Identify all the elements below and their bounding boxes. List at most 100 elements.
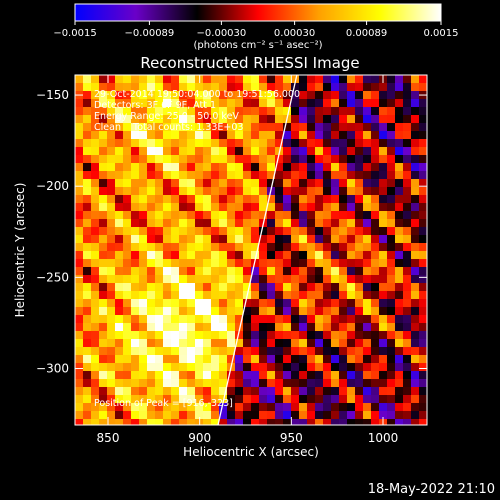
heatmap-cell [395, 275, 403, 283]
heatmap-cell [275, 387, 283, 395]
heatmap-cell [155, 243, 163, 251]
heatmap-cell [411, 395, 419, 403]
heatmap-cell [283, 163, 291, 171]
heatmap-cell [187, 219, 195, 227]
heatmap-cell [195, 187, 203, 195]
heatmap-cell [75, 227, 83, 235]
heatmap-cell [387, 331, 395, 339]
heatmap-cell [347, 387, 355, 395]
heatmap-cell [163, 139, 171, 147]
heatmap-cell [395, 155, 403, 163]
heatmap-cell [147, 171, 155, 179]
heatmap-cell [355, 307, 363, 315]
heatmap-cell [363, 123, 371, 131]
heatmap-cell [115, 187, 123, 195]
heatmap-cell [179, 379, 187, 387]
heatmap-cell [291, 275, 299, 283]
heatmap-cell [75, 363, 83, 371]
heatmap-cell [171, 107, 179, 115]
heatmap-cell [203, 411, 211, 419]
heatmap-cell [363, 291, 371, 299]
heatmap-cell [299, 307, 307, 315]
heatmap-cell [235, 179, 243, 187]
heatmap-cell [123, 171, 131, 179]
heatmap-cell [235, 275, 243, 283]
heatmap-cell [235, 411, 243, 419]
heatmap-cell [227, 395, 235, 403]
heatmap-cell [339, 387, 347, 395]
heatmap-cell [107, 75, 115, 83]
heatmap-cell [131, 395, 139, 403]
heatmap-cell [387, 339, 395, 347]
heatmap-cell [219, 227, 227, 235]
heatmap-cell [315, 251, 323, 259]
heatmap-cell [283, 243, 291, 251]
heatmap-cell [179, 83, 187, 91]
heatmap-cell [371, 331, 379, 339]
heatmap-cell [259, 99, 267, 107]
heatmap-cell [419, 307, 427, 315]
heatmap-cell [195, 259, 203, 267]
heatmap-cell [219, 251, 227, 259]
heatmap-cell [227, 283, 235, 291]
heatmap-cell [83, 419, 91, 425]
heatmap-cell [147, 155, 155, 163]
heatmap-cell [75, 331, 83, 339]
heatmap-cell [267, 331, 275, 339]
heatmap-cell [123, 107, 131, 115]
heatmap-cell [291, 403, 299, 411]
annotation-time-range: 29-Oct-2014 19:50:04.000 to 19:51:56.000 [94, 89, 300, 100]
heatmap-cell [179, 283, 187, 291]
heatmap-cell [387, 219, 395, 227]
heatmap-cell [155, 299, 163, 307]
heatmap-cell [403, 323, 411, 331]
heatmap-cell [115, 235, 123, 243]
heatmap-cell [243, 347, 251, 355]
heatmap-cell [235, 203, 243, 211]
heatmap-cell [251, 171, 259, 179]
heatmap-cell [371, 155, 379, 163]
heatmap-cell [91, 139, 99, 147]
heatmap-cell [371, 219, 379, 227]
heatmap-cell [147, 219, 155, 227]
heatmap-cell [179, 219, 187, 227]
heatmap-cell [387, 187, 395, 195]
heatmap-cell [275, 219, 283, 227]
heatmap-cell [259, 323, 267, 331]
heatmap-cell [211, 411, 219, 419]
heatmap-cell [275, 403, 283, 411]
heatmap-cell [331, 227, 339, 235]
heatmap-cell [363, 115, 371, 123]
heatmap-cell [267, 347, 275, 355]
heatmap-cell [211, 235, 219, 243]
heatmap-cell [179, 139, 187, 147]
heatmap-cell [291, 171, 299, 179]
heatmap-cell [131, 251, 139, 259]
heatmap-cell [147, 107, 155, 115]
heatmap-cell [355, 371, 363, 379]
heatmap-cell [75, 139, 83, 147]
heatmap-cell [195, 163, 203, 171]
heatmap-cell [91, 275, 99, 283]
heatmap-cell [147, 355, 155, 363]
heatmap-cell [123, 219, 131, 227]
heatmap-cell [147, 203, 155, 211]
heatmap-cell [155, 315, 163, 323]
heatmap-cell [379, 251, 387, 259]
heatmap-cell [251, 235, 259, 243]
heatmap-cell [339, 243, 347, 251]
heatmap-cell [251, 299, 259, 307]
heatmap-cell [355, 379, 363, 387]
heatmap-cell [419, 251, 427, 259]
heatmap-cell [419, 419, 427, 425]
heatmap-cell [323, 371, 331, 379]
heatmap-cell [83, 299, 91, 307]
heatmap-cell [315, 347, 323, 355]
heatmap-cell [211, 419, 219, 425]
heatmap-cell [339, 179, 347, 187]
heatmap-cell [339, 307, 347, 315]
heatmap-cell [379, 371, 387, 379]
heatmap-cell [219, 403, 227, 411]
heatmap-cell [419, 243, 427, 251]
heatmap-cell [419, 411, 427, 419]
